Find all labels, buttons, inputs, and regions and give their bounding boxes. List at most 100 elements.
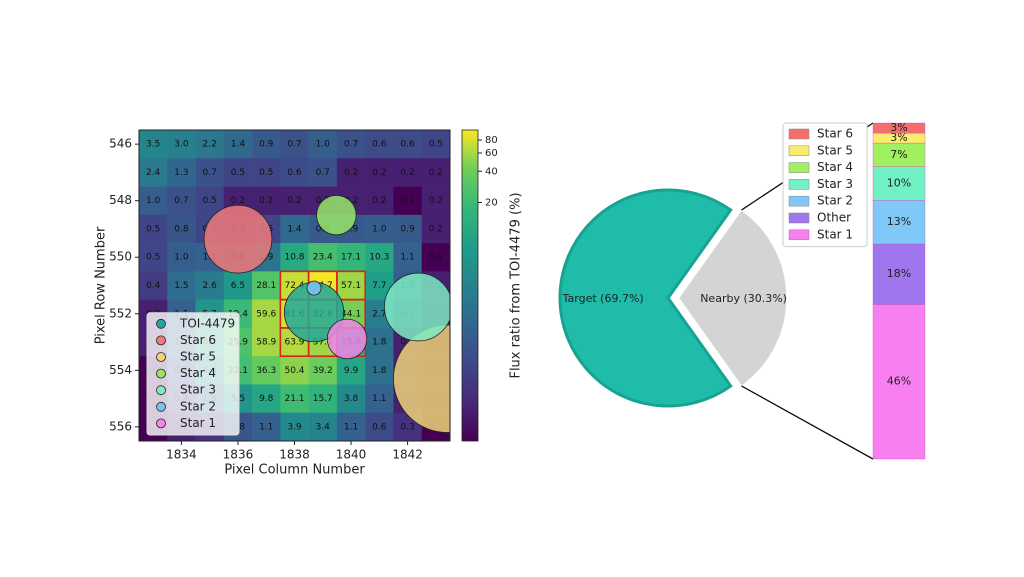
heat-cell	[252, 384, 281, 414]
cell-label: 0.2	[372, 168, 386, 178]
star-circle	[326, 318, 368, 360]
legend-box	[146, 312, 240, 436]
heat-cell	[167, 214, 196, 244]
legend-marker	[156, 318, 166, 329]
cell-label: 2.2	[203, 140, 217, 150]
cell-label: 0.2	[344, 196, 358, 206]
heat-cell	[280, 214, 309, 244]
star-circle	[203, 204, 273, 274]
cell-label: 0.6	[400, 140, 415, 150]
star-circle	[316, 194, 357, 236]
cell-label: 1.0	[146, 196, 161, 206]
heat-cell	[252, 327, 281, 357]
heat-cell	[393, 214, 423, 244]
cell-label: 3.0	[174, 140, 189, 150]
legend-label: Star 6	[817, 127, 853, 141]
legend-swatch	[788, 179, 810, 190]
heat-cell	[223, 130, 253, 159]
cell-label: 1.0	[174, 253, 189, 263]
cell-label: 0.5	[203, 196, 217, 206]
heat-cell	[308, 158, 338, 187]
heat-cell	[139, 214, 168, 244]
cell-label: 63.9	[284, 338, 304, 348]
heat-cell	[280, 412, 309, 442]
heat-cell	[393, 243, 423, 272]
y-tick-label: 556	[109, 419, 132, 433]
heat-cell	[308, 130, 338, 159]
heat-cell	[336, 158, 366, 187]
heat-cell	[252, 412, 281, 442]
cell-label: 1.5	[174, 281, 188, 291]
cell-label: 0.9	[400, 224, 415, 234]
legend-swatch	[788, 212, 810, 224]
heat-cell	[365, 384, 394, 414]
heat-cell	[336, 356, 366, 385]
cell-label: 1.1	[372, 394, 386, 404]
bar-label: 46%	[887, 375, 911, 388]
y-axis-label: Pixel Row Number	[94, 226, 109, 344]
colorbar-tick-label: 40	[485, 166, 498, 177]
heat-cell	[365, 186, 394, 216]
cell-label: 0.7	[174, 196, 188, 206]
legend-swatch	[788, 162, 810, 173]
colorbar-tick-label: 80	[485, 135, 498, 146]
heat-cell	[252, 356, 281, 385]
cell-label: 1.4	[287, 224, 302, 234]
star-circle	[393, 324, 450, 433]
cell-label: 0.4	[146, 281, 161, 291]
cell-label: 1.0	[372, 224, 387, 234]
cell-label: 0.7	[203, 168, 217, 178]
legend-label: Star 1	[817, 227, 853, 241]
y-tick-label: 548	[109, 193, 132, 207]
cell-label: 59.6	[256, 309, 276, 319]
cell-label: 3.5	[146, 140, 160, 150]
heat-cell	[280, 243, 309, 272]
heat-cell	[252, 130, 281, 159]
pie-label: Nearby (30.3%)	[700, 292, 787, 305]
heat-cell	[167, 130, 196, 159]
cell-label: 1.1	[400, 253, 414, 263]
pie-panel: Target (69.7%) Nearby (30.3%)	[558, 188, 788, 408]
cell-label: 57.1	[341, 281, 361, 291]
heat-cell	[336, 412, 366, 442]
legend-label: Star 3	[180, 383, 216, 397]
heat-cell	[421, 186, 451, 216]
cell-label: 50.4	[284, 366, 304, 376]
legend-label: Star 5	[817, 143, 853, 157]
heat-cell	[393, 158, 423, 187]
legend-swatch	[788, 145, 810, 157]
cell-label: 0.5	[146, 224, 160, 234]
colorbar	[461, 129, 479, 442]
heat-cell	[280, 356, 309, 385]
colorbar-tick-label: 20	[485, 197, 498, 208]
cell-label: 0.6	[287, 168, 302, 178]
bar-panel: 46% 18% 13% 10% 7% 3%3% Star 6 Star 5 Star 4 Star…	[741, 121, 926, 460]
cell-label: 2.4	[146, 168, 161, 178]
heat-cell	[167, 243, 196, 272]
cell-label: 0.3	[400, 422, 414, 432]
heat-cell	[365, 243, 394, 272]
connector	[741, 385, 874, 460]
cell-label: 7.7	[372, 281, 386, 291]
cell-label: 2.6	[203, 281, 218, 291]
heat-cell	[280, 384, 309, 414]
cell-label: 1.8	[372, 338, 387, 348]
heat-cell	[365, 158, 394, 187]
heat-cell	[139, 130, 168, 159]
heat-cell	[308, 412, 338, 442]
bar-label: 18%	[887, 267, 911, 280]
cell-label: 0.5	[146, 253, 160, 263]
legend-marker	[156, 368, 166, 379]
x-tick-label: 1836	[223, 448, 254, 462]
cell-label: 44.1	[341, 309, 361, 319]
cell-label: 9.9	[344, 366, 359, 376]
heat-cell	[195, 271, 225, 300]
bar-label: 7%	[890, 148, 907, 161]
heat-cell	[421, 130, 451, 159]
bar-segment	[872, 166, 926, 201]
x-axis-label: Pixel Column Number	[224, 463, 365, 478]
cell-label: 23.4	[313, 253, 333, 263]
heat-cell	[252, 158, 281, 187]
colorbar-tick-label: 60	[485, 148, 498, 159]
x-tick-label: 1838	[279, 448, 310, 462]
